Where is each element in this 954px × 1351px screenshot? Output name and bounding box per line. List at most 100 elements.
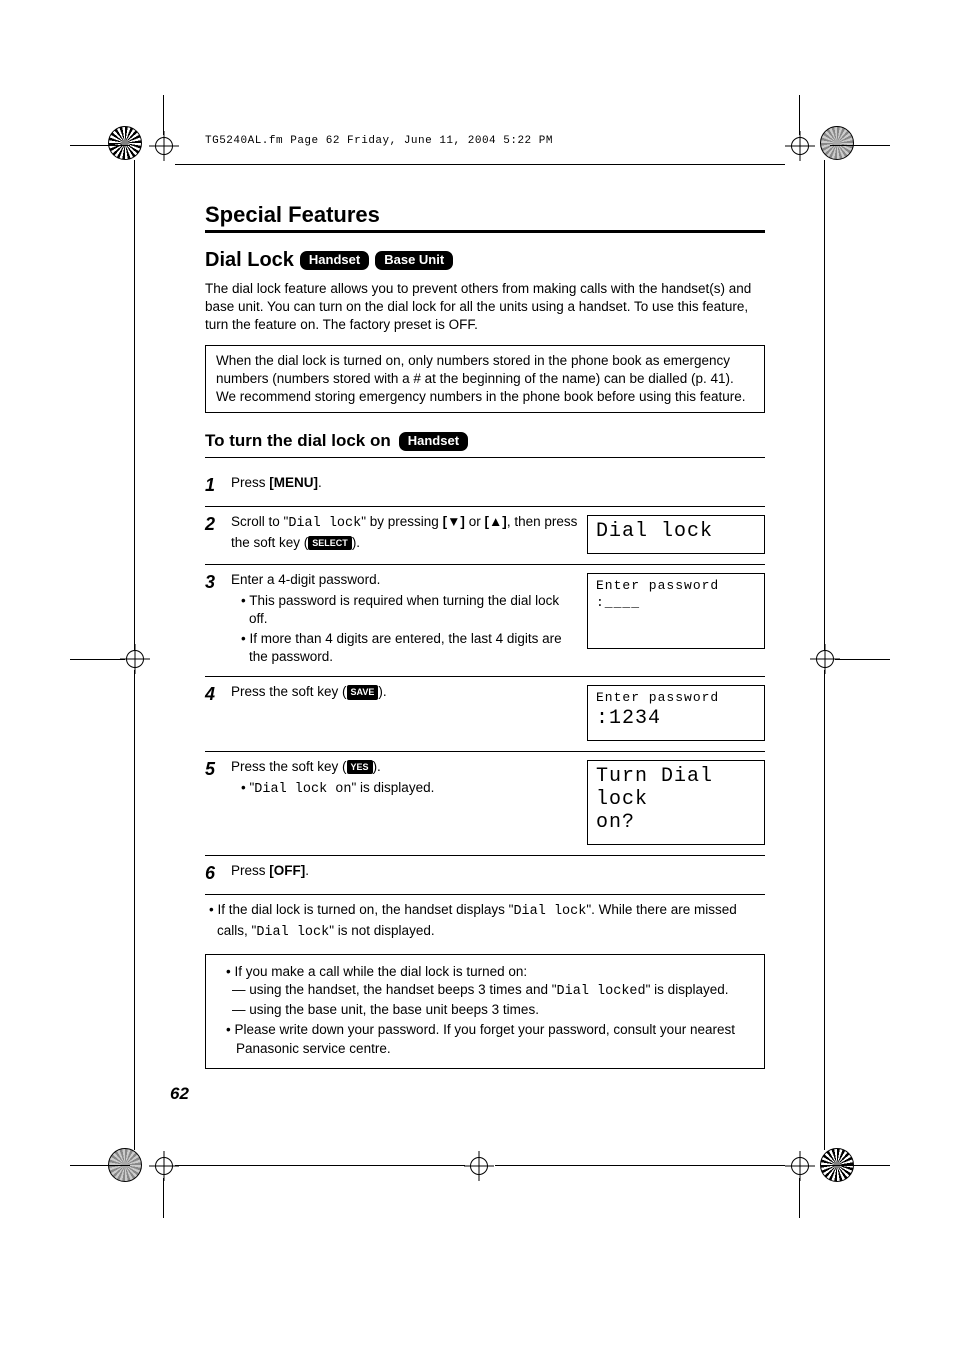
tip-line: • Please write down your password. If yo… (218, 1021, 752, 1057)
step-number: 1 (205, 474, 223, 496)
crop-hairline (830, 145, 890, 146)
step-row: 4 Press the soft key (SAVE). Enter passw… (205, 677, 765, 752)
printer-mark-icon (108, 126, 142, 160)
tip-display-text: Dial locked (557, 984, 646, 999)
registration-cross-icon (464, 1151, 494, 1181)
step-number: 4 (205, 683, 223, 705)
step-text: Press the soft key ( (231, 759, 347, 774)
step-row: 2 Scroll to "Dial lock" by pressing [▼] … (205, 507, 765, 565)
section-rule (205, 230, 765, 233)
crop-hairline (70, 145, 130, 146)
note-display-text: Dial lock (256, 925, 329, 940)
step-text: ). (373, 759, 381, 774)
crop-hairline (824, 160, 825, 650)
lcd-line: on? (596, 811, 756, 834)
page-content: TG5240AL.fm Page 62 Friday, June 11, 200… (205, 135, 765, 1069)
step-text: " by pressing (361, 514, 442, 529)
crop-hairline (70, 659, 125, 660)
lcd-display: Turn Dial lock on? (587, 760, 765, 845)
crop-hairline (824, 670, 825, 1150)
after-steps-note: • If the dial lock is turned on, the han… (213, 901, 765, 941)
step-body: Enter a 4-digit password. • This passwor… (231, 571, 579, 666)
crop-hairline (134, 160, 135, 650)
feature-title: Dial Lock (205, 249, 294, 272)
section-title: Special Features (205, 202, 765, 228)
crop-hairline (495, 1165, 785, 1166)
step-text: ). (378, 684, 386, 699)
step-number: 3 (205, 571, 223, 593)
crop-hairline (830, 1165, 890, 1166)
step-text: " is displayed. (352, 780, 435, 795)
tips-box: • If you make a call while the dial lock… (205, 954, 765, 1069)
step-text: Scroll to " (231, 514, 288, 529)
lcd-display: Dial lock (587, 515, 765, 554)
up-key: [▲] (484, 514, 506, 529)
handset-badge: Handset (300, 251, 369, 270)
lcd-display: Enter password :____ (587, 573, 765, 649)
tip-line: • If you make a call while the dial lock… (218, 963, 752, 981)
lcd-line: :____ (596, 595, 756, 612)
crop-hairline (835, 659, 890, 660)
intro-paragraph: The dial lock feature allows you to prev… (205, 280, 765, 335)
printer-mark-icon (820, 126, 854, 160)
down-key: [▼] (443, 514, 465, 529)
step-text: Press the soft key ( (231, 684, 347, 699)
step-row: 1 Press [MENU]. (205, 468, 765, 507)
step-number: 5 (205, 758, 223, 780)
step-row: 5 Press the soft key (YES). • "Dial lock… (205, 752, 765, 856)
note-text: • If the dial lock is turned on, the han… (209, 902, 513, 917)
page-number: 62 (170, 1084, 189, 1104)
step-number: 2 (205, 513, 223, 535)
step-text: Press (231, 475, 269, 490)
registration-cross-icon (149, 1151, 179, 1181)
lcd-line: Enter password (596, 578, 756, 595)
step-row: 6 Press [OFF]. (205, 856, 765, 895)
step-text: Enter a 4-digit password. (231, 572, 380, 587)
note-text: " is not displayed. (329, 923, 434, 938)
step-key: [MENU] (269, 475, 318, 490)
tip-subline: — using the handset, the handset beeps 3… (218, 981, 752, 1001)
base-unit-badge: Base Unit (375, 251, 453, 270)
step-body: Press [MENU]. (231, 474, 765, 492)
registration-cross-icon (785, 1151, 815, 1181)
step-body: Scroll to "Dial lock" by pressing [▼] or… (231, 513, 579, 551)
note-display-text: Dial lock (513, 904, 586, 919)
step-body: Press the soft key (SAVE). (231, 683, 579, 701)
tip-text: — using the handset, the handset beeps 3… (232, 982, 557, 997)
yes-softkey-badge: YES (347, 760, 373, 774)
step-text: • " (241, 780, 254, 795)
step-subnote: • "Dial lock on" is displayed. (241, 779, 579, 799)
step-text: . (305, 863, 309, 878)
crop-hairline (163, 95, 164, 135)
tip-subline: — using the base unit, the base unit bee… (218, 1001, 752, 1019)
crop-hairline (175, 1165, 465, 1166)
tip-text: " is displayed. (646, 982, 729, 997)
step-row: 3 Enter a 4-digit password. • This passw… (205, 565, 765, 677)
registration-cross-icon (149, 131, 179, 161)
step-subnote: • This password is required when turning… (241, 592, 579, 628)
crop-hairline (163, 1178, 164, 1218)
feature-heading-row: Dial Lock Handset Base Unit (205, 249, 765, 272)
step-body: Press [OFF]. (231, 862, 765, 880)
subheading-rule (205, 457, 765, 458)
lcd-line: :1234 (596, 707, 756, 730)
lcd-line: Turn Dial lock (596, 765, 756, 811)
step-menu-item: Dial lock (288, 516, 361, 531)
step-display-text: Dial lock on (254, 782, 351, 797)
registration-cross-icon (785, 131, 815, 161)
steps-list: 1 Press [MENU]. 2 Scroll to "Dial lock" … (205, 468, 765, 895)
crop-hairline (799, 95, 800, 135)
crop-hairline (70, 1165, 130, 1166)
save-softkey-badge: SAVE (347, 685, 379, 699)
step-key: [OFF] (269, 863, 305, 878)
select-softkey-badge: SELECT (308, 536, 352, 550)
subheading-row: To turn the dial lock on Handset (205, 431, 765, 451)
step-text: ). (352, 535, 360, 550)
crop-hairline (799, 1178, 800, 1218)
lcd-display: Enter password :1234 (587, 685, 765, 741)
step-subnote: • If more than 4 digits are entered, the… (241, 630, 579, 666)
step-text: Press (231, 863, 269, 878)
step-text: . (318, 475, 322, 490)
lcd-line: Enter password (596, 690, 756, 707)
step-number: 6 (205, 862, 223, 884)
